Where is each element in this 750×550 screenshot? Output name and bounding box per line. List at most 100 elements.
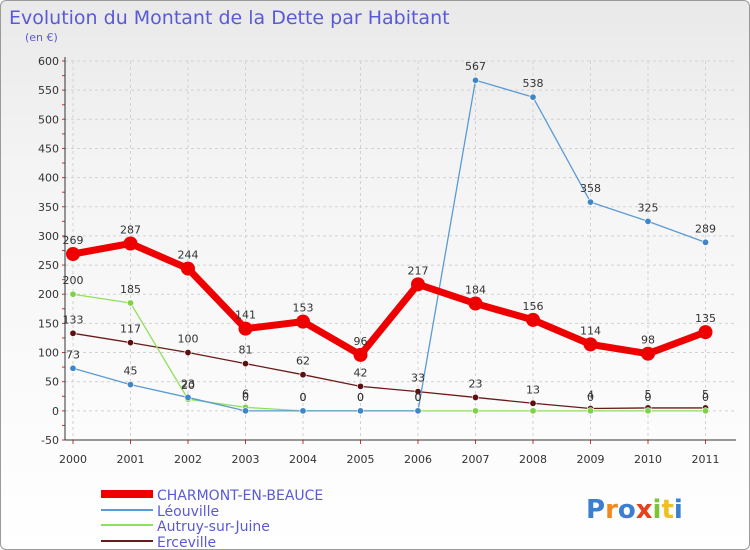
data-label: 42 xyxy=(354,366,368,379)
data-label: 13 xyxy=(526,383,540,396)
data-point-charmont-en-beauce xyxy=(411,277,425,292)
data-point-erceville xyxy=(242,360,250,368)
data-point-charmont-en-beauce xyxy=(526,312,540,327)
data-label: 0 xyxy=(357,391,364,404)
data-label: 0 xyxy=(415,391,422,404)
data-label: 20 xyxy=(181,379,195,392)
y-tick-label: 350 xyxy=(38,201,59,214)
data-label: 23 xyxy=(469,377,483,390)
data-label: 33 xyxy=(411,372,425,385)
data-label: 269 xyxy=(63,234,84,247)
y-tick-label: 550 xyxy=(38,84,59,97)
data-label: 45 xyxy=(124,365,138,378)
data-point-erceville xyxy=(471,393,479,401)
data-label: 5 xyxy=(702,388,709,401)
data-point-charmont-en-beauce xyxy=(238,321,253,336)
data-point-erceville xyxy=(299,371,307,379)
data-label: 5 xyxy=(645,388,652,401)
legend-label-erceville: Erceville xyxy=(157,535,216,549)
legend: CHARMONT-EN-BEAUCELéouvilleAutruy-sur-Ju… xyxy=(101,488,323,549)
series-line-leouville xyxy=(72,79,707,412)
data-label: 73 xyxy=(66,348,80,361)
data-label: 153 xyxy=(293,302,314,315)
data-label: 23 xyxy=(181,377,195,390)
y-tick-label: 450 xyxy=(38,142,59,155)
data-label: 567 xyxy=(465,60,486,73)
data-point-autruy-sur-juine xyxy=(69,290,77,298)
data-label: 114 xyxy=(580,324,601,337)
series-erceville xyxy=(69,329,709,413)
x-tick-label: 2010 xyxy=(634,453,662,466)
y-tick-label: 250 xyxy=(38,259,59,272)
y-tick-label: 0 xyxy=(52,405,59,418)
data-label: 0 xyxy=(300,391,307,404)
x-tick-label: 2008 xyxy=(519,453,547,466)
series-charmont-en-beauce xyxy=(66,236,713,362)
data-point-erceville xyxy=(127,339,135,347)
x-tick-label: 2001 xyxy=(117,453,145,466)
data-point-autruy-sur-juine xyxy=(586,407,594,415)
data-label: 4 xyxy=(587,389,594,402)
series-line-erceville xyxy=(72,332,707,410)
data-label: 0 xyxy=(702,391,709,404)
x-tick-label: 2000 xyxy=(59,453,87,466)
data-label: 0 xyxy=(300,391,307,404)
data-label: 96 xyxy=(354,335,368,348)
data-label: 62 xyxy=(296,355,310,368)
x-tick-label: 2009 xyxy=(577,453,605,466)
data-point-charmont-en-beauce xyxy=(698,325,713,340)
legend-label-charmont-en-beauce: CHARMONT-EN-BEAUCE xyxy=(157,488,323,504)
data-label: 538 xyxy=(523,77,544,90)
data-label: 156 xyxy=(523,300,544,313)
data-label: 133 xyxy=(63,313,84,326)
data-point-charmont-en-beauce xyxy=(641,346,655,361)
legend-label-autruy-sur-juine: Autruy-sur-Juine xyxy=(157,519,270,535)
data-point-autruy-sur-juine xyxy=(529,407,537,415)
data-label: 185 xyxy=(120,283,141,296)
data-point-leouville xyxy=(69,364,77,372)
y-tick-label: 300 xyxy=(38,230,59,243)
series-leouville xyxy=(69,76,709,415)
data-label: 98 xyxy=(641,334,655,347)
data-point-erceville xyxy=(184,349,192,357)
data-point-erceville xyxy=(69,329,77,337)
data-label: 217 xyxy=(408,264,429,277)
data-label: 184 xyxy=(465,284,486,297)
data-point-leouville xyxy=(529,93,537,101)
data-point-leouville xyxy=(586,198,594,206)
proxiti-logo-text: Proxiti xyxy=(586,495,683,525)
data-point-leouville xyxy=(701,238,709,246)
axis-layer: -500501001502002503003504004505005506002… xyxy=(38,55,736,466)
y-tick-label: 200 xyxy=(38,288,59,301)
data-label: 135 xyxy=(695,312,716,325)
proxiti-logo: Proxiti xyxy=(586,495,683,525)
y-tick-label: 150 xyxy=(38,317,59,330)
data-point-autruy-sur-juine xyxy=(644,407,652,415)
y-tick-label: 500 xyxy=(38,113,59,126)
data-point-leouville xyxy=(127,381,135,389)
data-point-leouville xyxy=(242,407,250,415)
data-label: 287 xyxy=(120,224,141,237)
data-point-charmont-en-beauce xyxy=(583,337,598,352)
y-tick-label: -50 xyxy=(41,434,59,447)
data-point-leouville xyxy=(356,407,364,415)
data-label: 6 xyxy=(242,387,249,400)
data-point-charmont-en-beauce xyxy=(468,296,483,311)
data-point-erceville xyxy=(356,382,364,390)
x-tick-label: 2002 xyxy=(174,453,202,466)
x-tick-label: 2011 xyxy=(692,453,720,466)
data-point-leouville xyxy=(414,407,422,415)
data-point-autruy-sur-juine xyxy=(127,299,135,307)
x-tick-label: 2004 xyxy=(289,453,317,466)
data-label: 244 xyxy=(178,249,199,262)
data-label: 200 xyxy=(63,274,84,287)
data-point-erceville xyxy=(529,399,537,407)
y-tick-label: 100 xyxy=(38,347,59,360)
legend-label-leouville: Léouville xyxy=(157,504,219,520)
x-tick-label: 2006 xyxy=(404,453,432,466)
data-point-autruy-sur-juine xyxy=(471,407,479,415)
x-tick-label: 2007 xyxy=(462,453,490,466)
